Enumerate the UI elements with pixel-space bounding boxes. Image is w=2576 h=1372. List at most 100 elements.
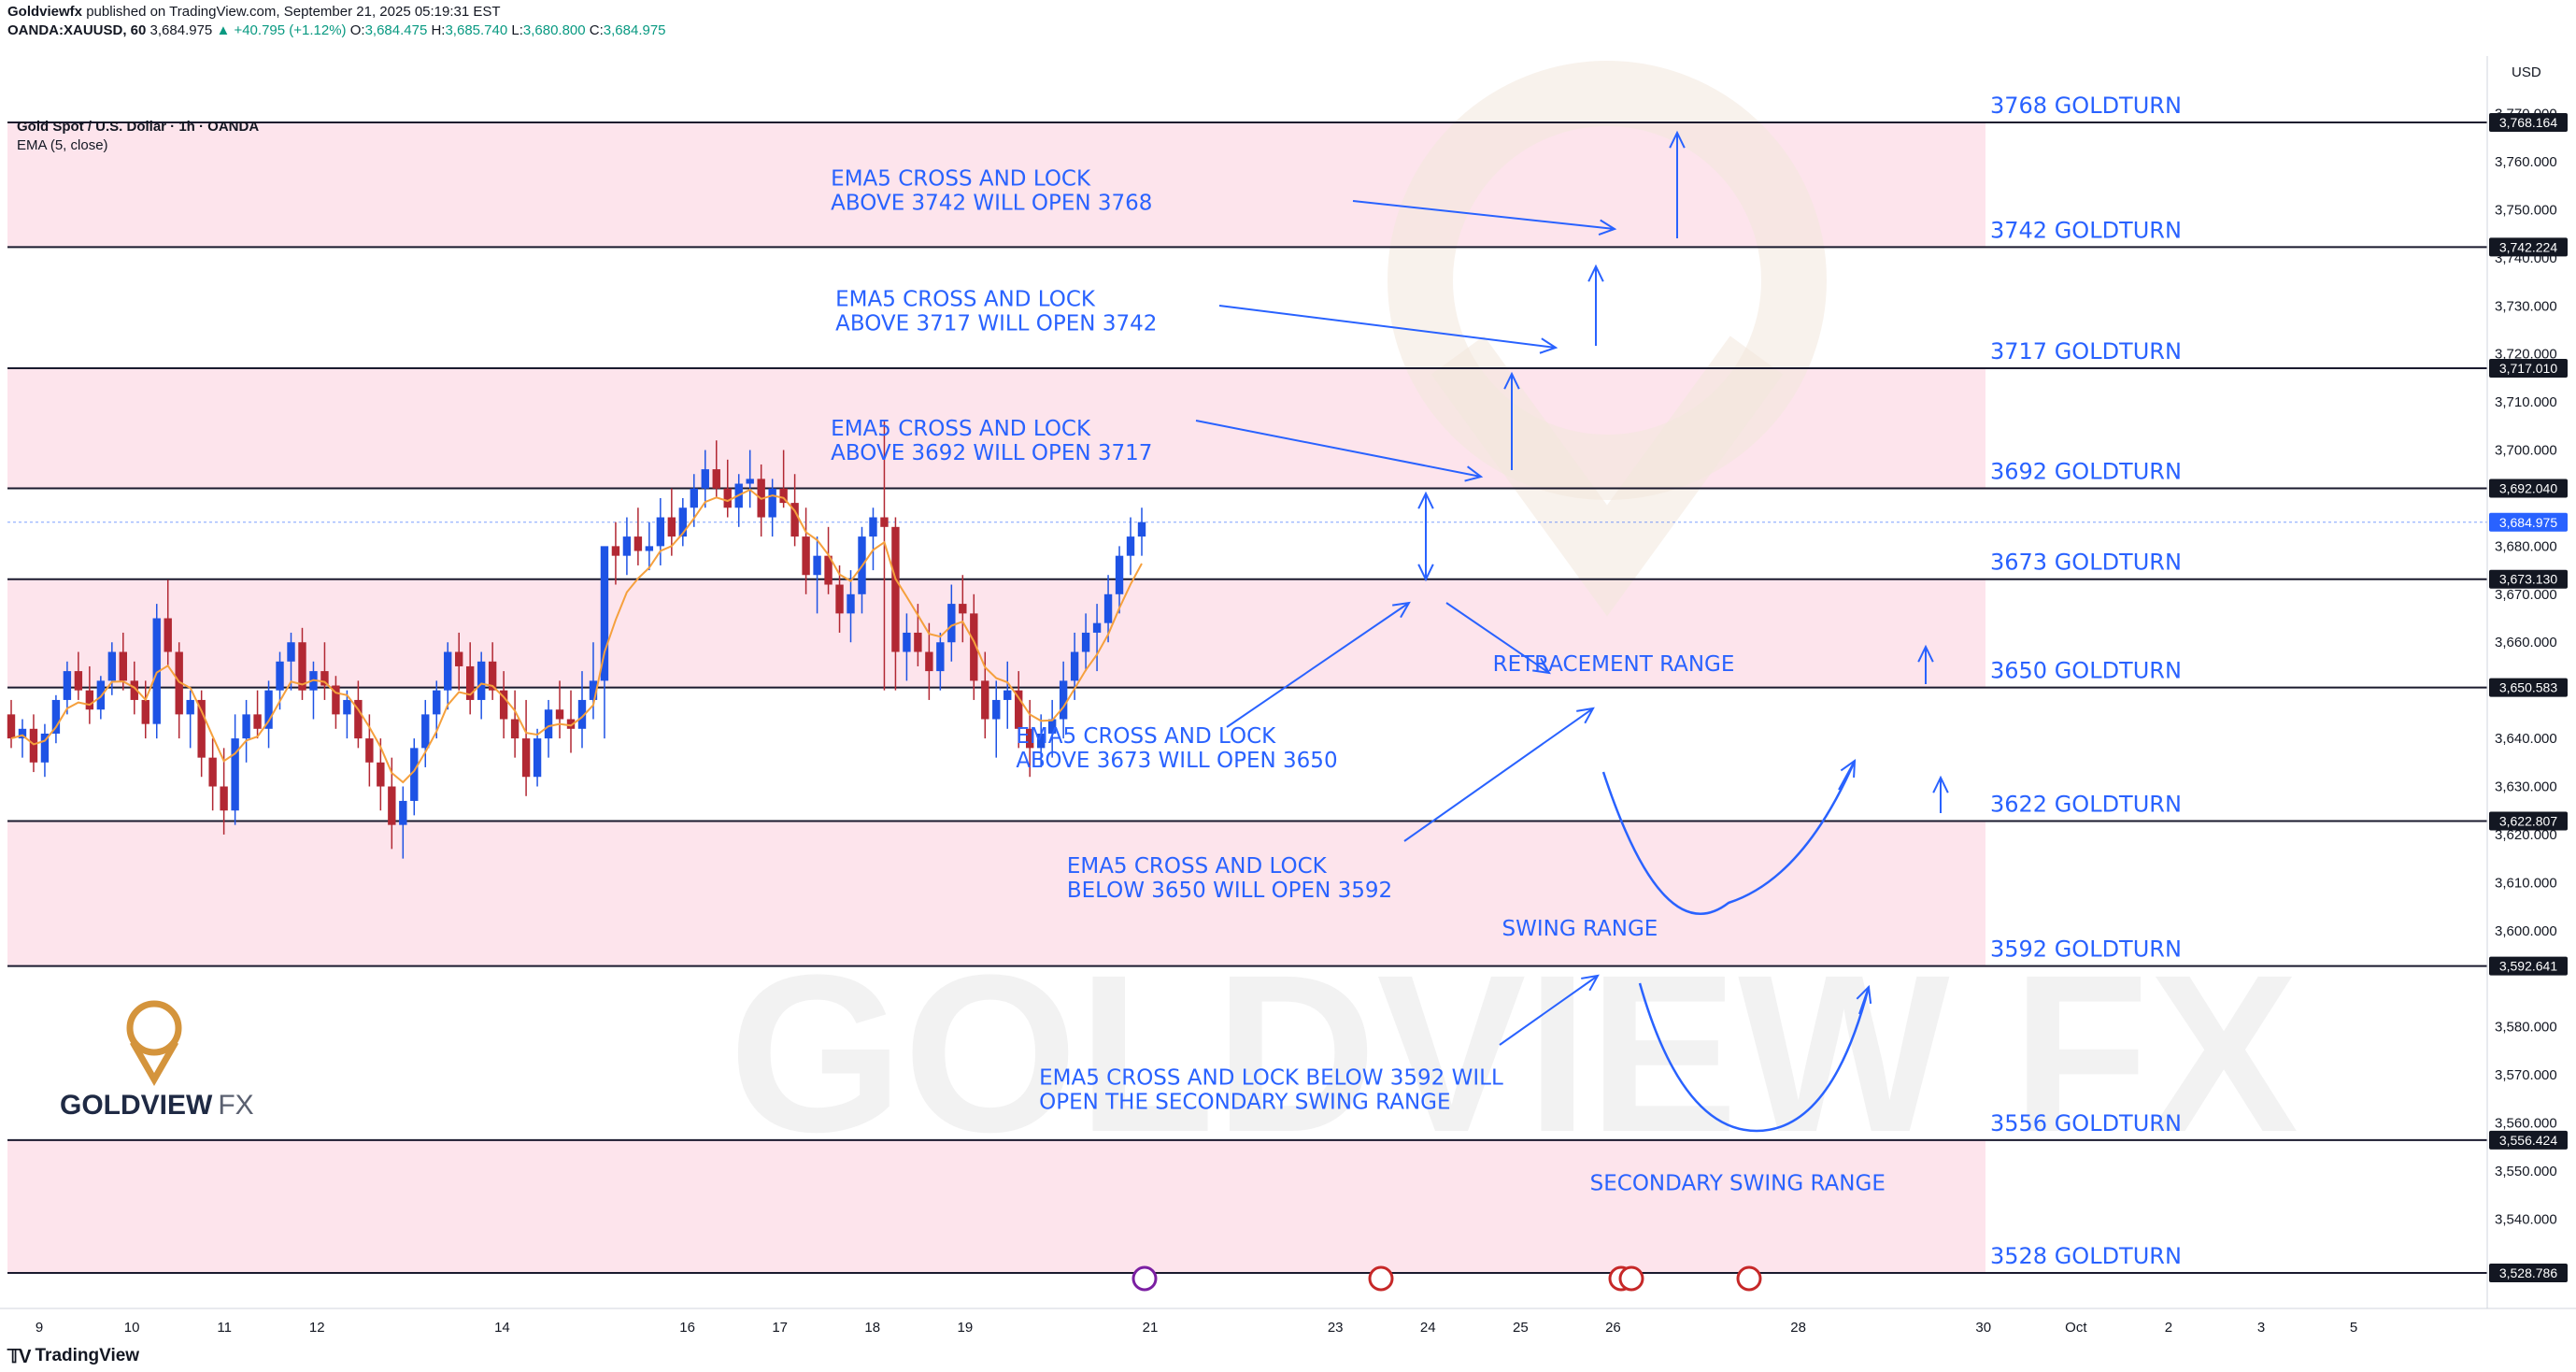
candle-body[interactable]	[343, 699, 351, 715]
candle-body[interactable]	[141, 699, 149, 724]
candle-body[interactable]	[521, 738, 531, 778]
event-marker-icon[interactable]	[1131, 1265, 1158, 1292]
candle-body[interactable]	[242, 714, 250, 739]
candle-body[interactable]	[510, 719, 519, 739]
candle-body[interactable]	[903, 632, 911, 652]
candle-body[interactable]	[959, 604, 967, 614]
candle-body[interactable]	[130, 680, 138, 700]
candle-body[interactable]	[981, 680, 989, 720]
candle-body[interactable]	[175, 651, 183, 715]
candle-body[interactable]	[533, 738, 542, 778]
candle-body[interactable]	[1081, 632, 1090, 652]
candle-body[interactable]	[936, 642, 945, 672]
candle-body[interactable]	[399, 800, 407, 825]
time-axis[interactable]: 9 10 11 12 14 16 17 18 19 21 23 24 25 26 28 30 Oct 2 3 5	[0, 1308, 2576, 1344]
candle-body[interactable]	[600, 546, 609, 681]
candle-body[interactable]	[701, 469, 709, 489]
candle-body[interactable]	[152, 618, 161, 724]
candle-body[interactable]	[656, 517, 665, 547]
candle-body[interactable]	[186, 699, 194, 715]
candle-body[interactable]	[276, 661, 284, 691]
candle-body[interactable]	[566, 719, 576, 729]
candle-body[interactable]	[746, 479, 754, 484]
candle-body[interactable]	[51, 699, 61, 734]
candle-body[interactable]	[1137, 522, 1146, 537]
candle-body[interactable]	[1126, 536, 1135, 556]
candle-body[interactable]	[63, 671, 72, 700]
candle-body[interactable]	[622, 536, 632, 556]
candle-body[interactable]	[544, 709, 553, 739]
publisher-name[interactable]: Goldviewfx	[7, 4, 83, 20]
candle-body[interactable]	[1015, 690, 1023, 729]
candle-body[interactable]	[690, 488, 698, 508]
chart-title[interactable]: Gold Spot / U.S. Dollar · 1h · OANDA	[17, 119, 260, 135]
candle-body[interactable]	[220, 786, 228, 811]
candle-body[interactable]	[1115, 555, 1124, 594]
candle-body[interactable]	[332, 685, 340, 715]
candle-body[interactable]	[712, 469, 720, 489]
candle-body[interactable]	[678, 507, 688, 537]
candle-body[interactable]	[477, 661, 486, 700]
candle-body[interactable]	[947, 604, 956, 643]
candle-body[interactable]	[835, 584, 844, 614]
candle-body[interactable]	[847, 593, 855, 614]
candle-body[interactable]	[107, 651, 117, 681]
candle-body[interactable]	[891, 526, 900, 652]
candle-body[interactable]	[992, 699, 1001, 720]
candle-body[interactable]	[197, 699, 206, 758]
candle-body[interactable]	[802, 536, 810, 576]
events-layer[interactable]	[1131, 1265, 1762, 1292]
candle-body[interactable]	[589, 680, 598, 700]
candle-body[interactable]	[298, 642, 306, 691]
candle-body[interactable]	[18, 728, 27, 739]
candle-body[interactable]	[231, 738, 239, 811]
candle-body[interactable]	[465, 665, 475, 700]
candle-body[interactable]	[1047, 719, 1057, 734]
candle-body[interactable]	[824, 555, 833, 585]
candle-body[interactable]	[880, 517, 889, 527]
candle-body[interactable]	[577, 699, 587, 729]
candle-body[interactable]	[164, 618, 172, 652]
candle-body[interactable]	[410, 748, 419, 801]
candle-body[interactable]	[1036, 733, 1046, 749]
chart-frame[interactable]: GOLDVIEW FX EMA5 CROSS AND LOCK ABOVE 374…	[0, 56, 2576, 1344]
candle-body[interactable]	[455, 651, 463, 666]
candle-body[interactable]	[723, 488, 732, 508]
event-marker-icon[interactable]	[1368, 1265, 1394, 1292]
candle-body[interactable]	[790, 503, 799, 537]
candles-layer[interactable]	[7, 421, 1146, 859]
candle-body[interactable]	[119, 651, 127, 681]
candle-body[interactable]	[555, 709, 564, 720]
candle-body[interactable]	[925, 651, 933, 672]
candle-body[interactable]	[40, 733, 50, 763]
candle-body[interactable]	[253, 714, 262, 729]
candle-body[interactable]	[377, 762, 385, 787]
candle-body[interactable]	[813, 555, 821, 576]
candle-body[interactable]	[499, 690, 508, 720]
candle-body[interactable]	[645, 546, 654, 551]
candle-body[interactable]	[667, 517, 676, 537]
candle-body[interactable]	[421, 714, 430, 749]
candle-body[interactable]	[779, 488, 788, 504]
candle-body[interactable]	[869, 517, 877, 537]
candle-body[interactable]	[29, 728, 38, 763]
ema-indicator-label[interactable]: EMA (5, close)	[17, 137, 108, 153]
candle-body[interactable]	[7, 714, 16, 739]
candle-body[interactable]	[433, 690, 441, 715]
candle-body[interactable]	[354, 699, 363, 739]
candle-body[interactable]	[1059, 680, 1068, 720]
candle-body[interactable]	[85, 690, 94, 710]
candle-body[interactable]	[444, 651, 452, 691]
candle-body[interactable]	[320, 671, 329, 686]
candle-body[interactable]	[1026, 728, 1034, 749]
candle-body[interactable]	[1103, 593, 1113, 623]
price-axis[interactable]: USD 3,540.000 3,550.000 3,560.000 3,570.000 3…	[2486, 56, 2576, 1308]
candle-body[interactable]	[208, 757, 217, 787]
candle-body[interactable]	[388, 786, 396, 825]
candle-body[interactable]	[1092, 622, 1102, 633]
candle-body[interactable]	[488, 661, 497, 691]
candle-body[interactable]	[264, 690, 273, 729]
event-marker-icon[interactable]	[1618, 1265, 1644, 1292]
candle-body[interactable]	[970, 613, 978, 681]
